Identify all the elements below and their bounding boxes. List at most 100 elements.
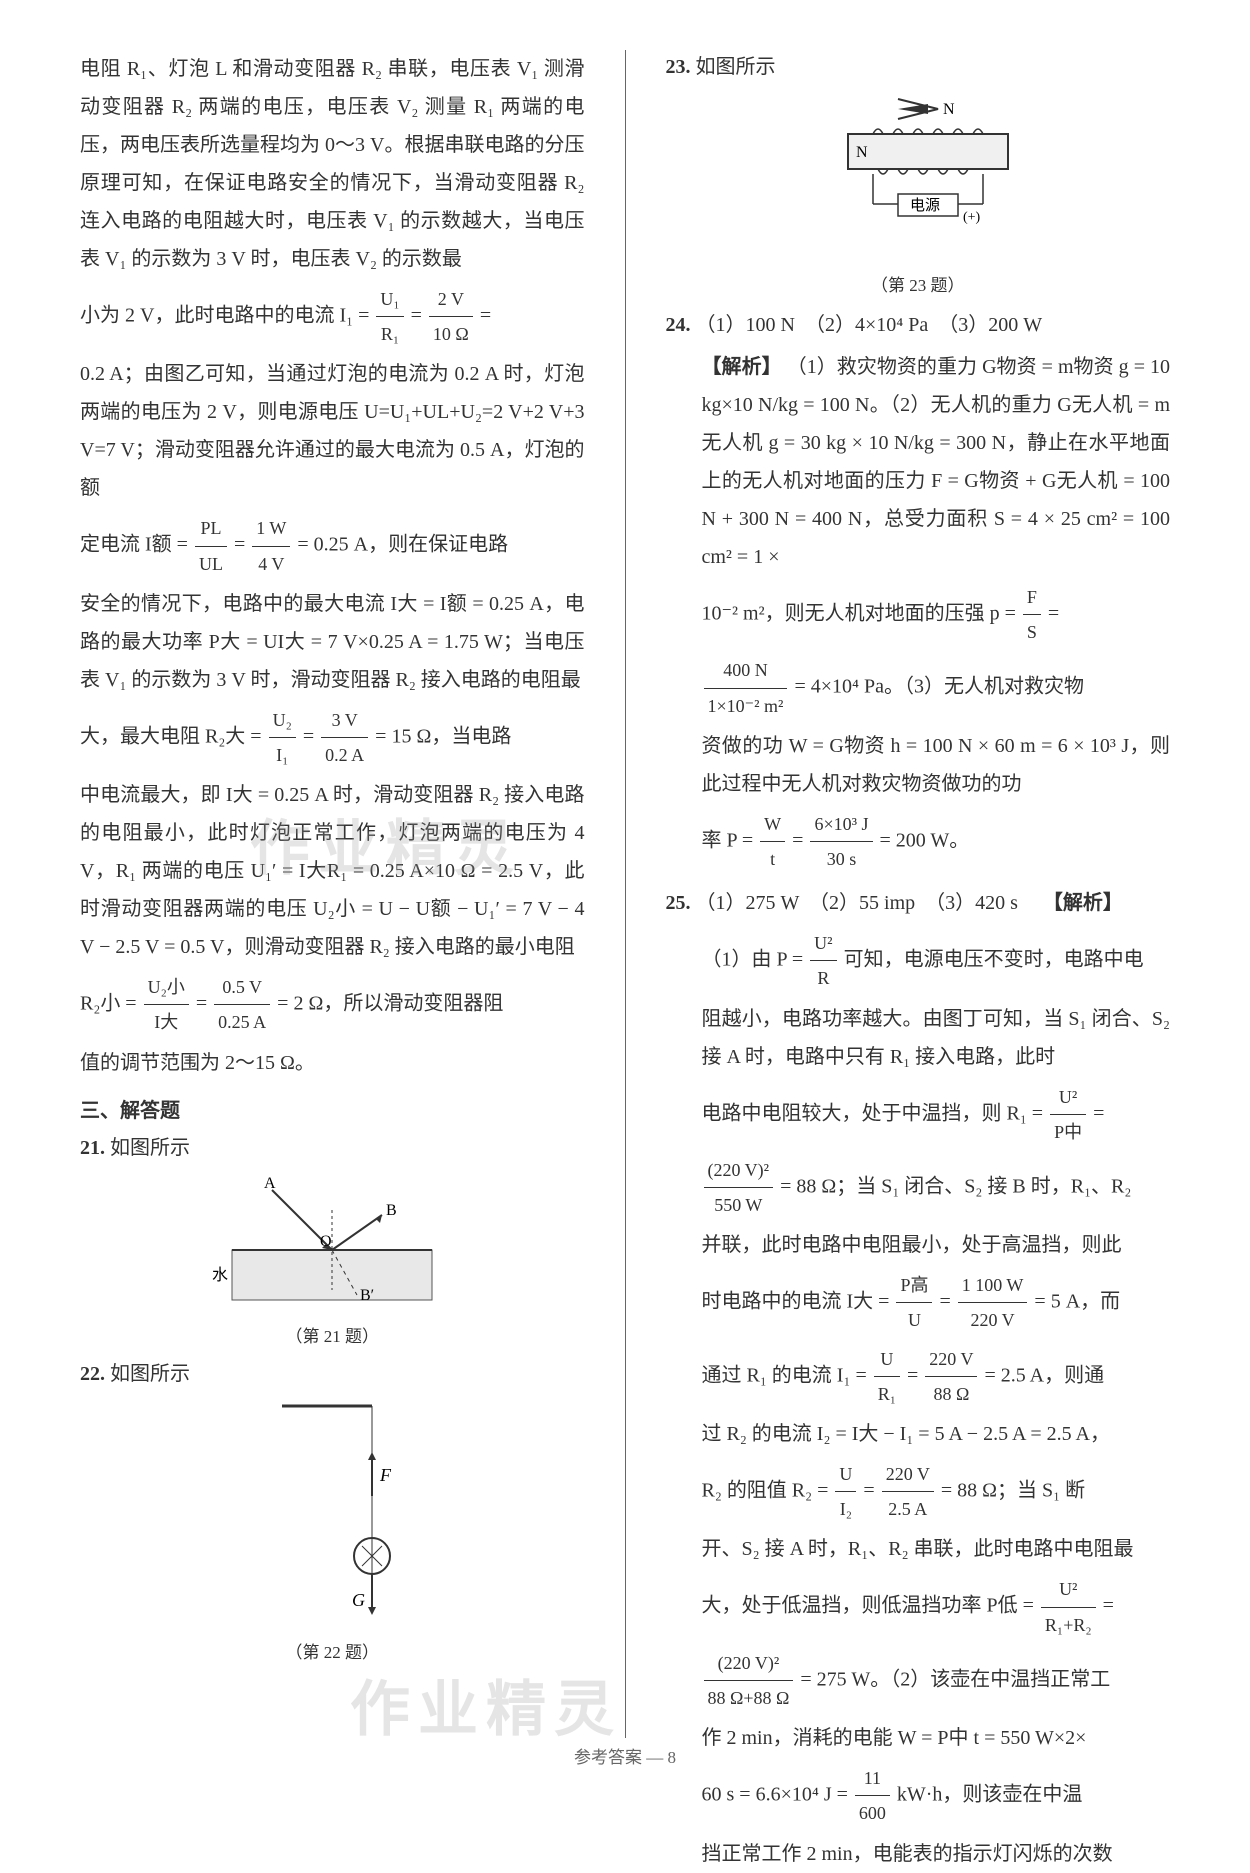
label-N-top: N: [943, 101, 955, 118]
denominator: t: [760, 842, 785, 876]
answer-para: 定电流 I额 = PL UL = 1 W 4 V = 0.25 A，则在保证电路: [80, 511, 585, 580]
denominator: R: [810, 961, 836, 995]
text-fragment: = 2 Ω，所以滑动变阻器阻: [277, 992, 503, 1014]
answer-para: 0.2 A；由图乙可知，当通过灯泡的电流为 0.2 A 时，灯泡两端的电压为 2…: [80, 355, 585, 507]
numerator: U²: [1050, 1080, 1086, 1115]
denominator: I大: [144, 1005, 189, 1039]
text-fragment: （1）由 P =: [702, 948, 804, 970]
fraction: 1 W 4 V: [252, 511, 290, 580]
analysis-para: 开、S₂ 接 A 时，R₁、R₂ 串联，此时电路中电阻最: [666, 1530, 1171, 1568]
text-fragment: kW·h，则该壶在中温: [897, 1783, 1083, 1805]
problem-answer: （1）100 N （2）4×10⁴ Pa （3）200 W: [696, 314, 1043, 336]
text-fragment: = 0.25 A，则在保证电路: [297, 534, 508, 556]
numerator: 220 V: [925, 1342, 977, 1377]
text-fragment: =: [907, 1364, 918, 1386]
denominator: 88 Ω+88 Ω: [704, 1681, 794, 1715]
numerator: U²: [1041, 1572, 1096, 1607]
analysis-para: 资做的功 W = G物资 h = 100 N × 60 m = 6 × 10³ …: [666, 727, 1171, 803]
text-fragment: =: [411, 304, 422, 326]
analysis-tag: 【解析】: [702, 356, 782, 378]
text-fragment: =: [1093, 1102, 1104, 1124]
text-fragment: =: [303, 725, 314, 747]
figure-caption: （第 22 题）: [80, 1638, 585, 1663]
denominator: 1×10⁻² m²: [704, 689, 788, 723]
analysis-para: 10⁻² m²，则无人机对地面的压强 p = F S =: [666, 580, 1171, 649]
numerator: U²: [810, 926, 836, 961]
text-fragment: R₂ 的阻值 R₂ =: [702, 1479, 829, 1501]
analysis-para: （1）由 P = U² R 可知，电源电压不变时，电路中电: [666, 926, 1171, 995]
electromagnet-diagram: N N 电源 (+): [798, 89, 1038, 259]
denominator: 10 Ω: [429, 317, 473, 351]
denominator: U: [896, 1303, 932, 1337]
fraction: 400 N 1×10⁻² m²: [704, 653, 788, 722]
figure-caption: （第 23 题）: [666, 271, 1171, 296]
problem-text: 如图所示: [696, 56, 776, 78]
denominator: R₁+R₂: [1041, 1608, 1096, 1642]
fraction: 220 V 2.5 A: [882, 1457, 934, 1526]
analysis-para: (220 V)² 88 Ω+88 Ω = 275 W。（2）该壶在中温挡正常工: [666, 1646, 1171, 1715]
analysis-para: 通过 R₁ 的电流 I₁ = U R₁ = 220 V 88 Ω = 2.5 A…: [666, 1342, 1171, 1411]
figure-23: N N 电源 (+) （第 23 题）: [666, 89, 1171, 296]
fraction: (220 V)² 88 Ω+88 Ω: [704, 1646, 794, 1715]
denominator: UL: [195, 547, 227, 581]
denominator: 550 W: [704, 1188, 774, 1222]
analysis-para: 阻越小，电路功率越大。由图丁可知，当 S₁ 闭合、S₂ 接 A 时，电路中只有 …: [666, 1000, 1171, 1076]
text-fragment: R₂小 =: [80, 992, 137, 1014]
text-fragment: = 5 A，而: [1034, 1291, 1120, 1313]
label-A: A: [264, 1175, 276, 1192]
problem-number: 25.: [666, 892, 691, 914]
label-plus: (+): [963, 210, 981, 225]
numerator: U: [835, 1457, 856, 1492]
text-fragment: 电路中电阻较大，处于中温挡，则 R₁ =: [702, 1102, 1044, 1124]
fraction: U² P中: [1050, 1080, 1086, 1149]
analysis-para: 电路中电阻较大，处于中温挡，则 R₁ = U² P中 =: [666, 1080, 1171, 1149]
text-fragment: 大，处于低温挡，则低温挡功率 P低 =: [702, 1595, 1034, 1617]
denominator: 88 Ω: [925, 1377, 977, 1411]
numerator: 0.5 V: [214, 970, 270, 1005]
text-fragment: = 275 W。（2）该壶在中温挡正常工: [800, 1668, 1110, 1690]
numerator: 400 N: [704, 653, 788, 688]
text-fragment: =: [480, 304, 491, 326]
denominator: 600: [855, 1796, 890, 1830]
text-fragment: =: [196, 992, 207, 1014]
text-fragment: 定电流 I额 =: [80, 534, 188, 556]
fraction: 220 V 88 Ω: [925, 1342, 977, 1411]
analysis-para: 大，处于低温挡，则低温挡功率 P低 = U² R₁+R₂ =: [666, 1572, 1171, 1641]
text-fragment: = 88 Ω；当 S₁ 闭合、S₂ 接 B 时，R₁、R₂: [780, 1175, 1131, 1197]
numerator: 220 V: [882, 1457, 934, 1492]
answer-para: R₂小 = U₂小 I大 = 0.5 V 0.25 A = 2 Ω，所以滑动变阻…: [80, 970, 585, 1039]
text-fragment: 大，最大电阻 R₂大 =: [80, 725, 262, 747]
denominator: 0.2 A: [321, 738, 368, 772]
denominator: 30 s: [810, 842, 872, 876]
figure-caption: （第 21 题）: [80, 1322, 585, 1347]
text-fragment: = 88 Ω；当 S₁ 断: [941, 1479, 1085, 1501]
answer-para: 中电流最大，即 I大 = 0.25 A 时，滑动变阻器 R₂ 接入电路的电阻最小…: [80, 776, 585, 966]
analysis-para: 【解析】 （1）救灾物资的重力 G物资 = m物资 g = 10 kg×10 N…: [666, 348, 1171, 576]
numerator: (220 V)²: [704, 1153, 774, 1188]
fraction: PL UL: [195, 511, 227, 580]
page-footer: 参考答案 — 8: [0, 1743, 1250, 1768]
fraction: U₂小 I大: [144, 970, 189, 1039]
fraction: U² R: [810, 926, 836, 995]
label-water: 水: [212, 1266, 228, 1284]
analysis-para: 过 R₂ 的电流 I₂ = I大 − I₁ = 5 A − 2.5 A = 2.…: [666, 1415, 1171, 1453]
numerator: U: [874, 1342, 900, 1377]
fraction: U I₂: [835, 1457, 856, 1526]
force-diagram: F G: [242, 1396, 422, 1626]
numerator: U₁: [376, 282, 403, 317]
denominator: R₁: [376, 317, 403, 351]
text-fragment: 可知，电源电压不变时，电路中电: [844, 948, 1144, 970]
fraction: (220 V)² 550 W: [704, 1153, 774, 1222]
denominator: 4 V: [252, 547, 290, 581]
fraction: 3 V 0.2 A: [321, 703, 368, 772]
fraction: U₁ R₁: [376, 282, 403, 351]
text-fragment: = 2.5 A，则通: [984, 1364, 1104, 1386]
fraction: F S: [1023, 580, 1041, 649]
fraction: U₂ I₁: [269, 703, 296, 772]
text-fragment: =: [792, 829, 803, 851]
analysis-para: 率 P = W t = 6×10³ J 30 s = 200 W。: [666, 807, 1171, 876]
numerator: 3 V: [321, 703, 368, 738]
right-column: 23. 如图所示 N N 电源 (+): [666, 50, 1171, 1738]
analysis-para: 时电路中的电流 I大 = P高 U = 1 100 W 220 V = 5 A，…: [666, 1268, 1171, 1337]
denominator: I₁: [269, 738, 296, 772]
